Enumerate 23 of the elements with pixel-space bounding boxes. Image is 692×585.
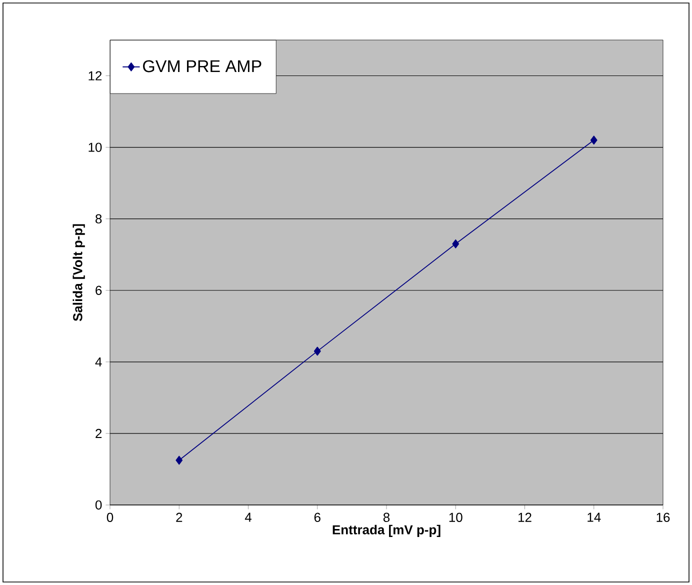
y-tick-label: 10 [88,142,102,152]
point [452,239,460,248]
y-tick-label: 0 [95,500,102,510]
x-tick-label: 10 [449,512,462,522]
point [176,456,183,465]
x-tick-label: 4 [244,512,252,522]
legend-label: GVM PRE AMP [143,60,262,72]
y-tick-label: 6 [96,286,102,295]
y-tick-label: 2 [96,428,102,438]
x-tick-label: 2 [176,512,182,522]
x-tick-label: 6 [314,512,320,522]
y-tick-label: 8 [96,214,102,224]
x-tick-label: 8 [383,512,390,522]
point [314,346,321,356]
x-tick-label: 0 [106,512,114,522]
x-tick-label: 16 [656,512,670,522]
y-tick-label: 12 [88,71,102,80]
x-tick-label: 12 [518,512,532,522]
point [590,136,598,145]
y-axis-title: Salida [Volt p-p] [72,224,85,322]
x-tick-label: 14 [588,512,601,522]
y-tick-label: 4 [95,357,102,366]
x-axis-title: Enttrada [mV p-p] [332,524,440,537]
